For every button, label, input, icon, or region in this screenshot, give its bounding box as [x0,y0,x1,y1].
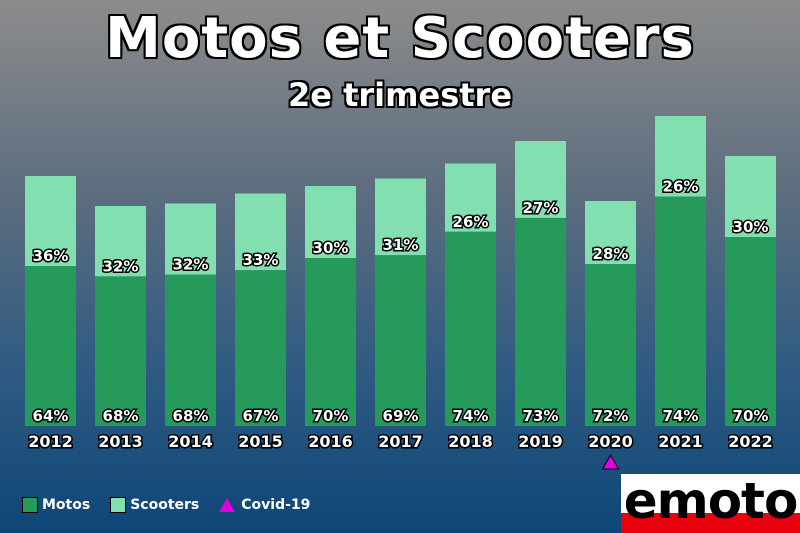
x-tick-label-2014: 2014 [168,432,213,451]
logo-red-band [621,513,800,533]
bar-motos-2022 [725,237,776,426]
data-label-scooters-2013: 32% [103,257,139,275]
data-label-motos-2013: 68% [103,407,139,425]
x-tick-label-2018: 2018 [448,432,493,451]
data-label-motos-2014: 68% [173,407,209,425]
bar-scooters-2015 [235,193,286,271]
bar-scooters-2018 [445,163,496,232]
legend-label-motos: Motos [42,497,91,513]
data-label-scooters-2014: 32% [173,256,209,274]
data-label-scooters-2017: 31% [383,236,419,254]
bar-scooters-2012 [25,176,76,266]
bar-motos-2015 [235,270,286,426]
bar-motos-2013 [95,276,146,426]
legend-label-covid: Covid-19 [241,497,311,513]
bar-motos-2016 [305,258,356,426]
bar-scooters-2021 [655,116,706,197]
data-label-scooters-2021: 26% [663,178,699,196]
x-tick-label-2015: 2015 [238,432,283,451]
bar-scooters-2017 [375,178,426,256]
data-label-motos-2019: 73% [523,407,559,425]
data-label-scooters-2015: 33% [243,251,279,269]
legend-triangle-icon [219,498,236,512]
x-tick-label-2022: 2022 [728,432,773,451]
data-label-motos-2018: 74% [453,407,489,425]
data-label-motos-2015: 67% [243,407,279,425]
bar-motos-2014 [165,274,216,426]
legend-item-motos: Motos [22,497,90,513]
data-label-motos-2017: 69% [383,407,419,425]
data-label-scooters-2018: 26% [453,213,489,231]
legend-swatch-scooters [110,497,127,513]
chart-subtitle: 2e trimestre [287,76,513,114]
x-tick-label-2019: 2019 [518,432,563,451]
x-tick-label-2020: 2020 [588,432,633,451]
legend-item-covid: Covid-19 [219,497,310,513]
bar-scooters-2013 [95,206,146,277]
chart-title: Motos et Scooters [105,6,695,71]
bar-motos-2019 [515,217,566,426]
bar-motos-2021 [655,196,706,426]
x-tick-label-2016: 2016 [308,432,353,451]
legend-label-scooters: Scooters [130,497,200,513]
bar-scooters-2020 [585,201,636,264]
data-label-motos-2022: 70% [733,407,769,425]
x-tick-label-2017: 2017 [378,432,423,451]
x-tick-label-2021: 2021 [658,432,703,451]
data-label-scooters-2016: 30% [313,239,349,257]
x-tick-label-2012: 2012 [28,432,73,451]
bar-motos-2012 [25,266,76,426]
emoto-logo: emoto [621,474,800,533]
covid-marker-icon [601,453,620,470]
x-tick-label-2013: 2013 [98,432,143,451]
data-label-motos-2021: 74% [663,407,699,425]
data-label-motos-2020: 72% [593,407,629,425]
data-label-scooters-2022: 30% [733,218,769,236]
bar-motos-2018 [445,231,496,426]
data-label-scooters-2020: 28% [593,245,629,263]
bar-motos-2020 [585,264,636,426]
bar-scooters-2016 [305,186,356,258]
data-label-scooters-2012: 36% [33,247,69,265]
legend-item-scooters: Scooters [110,497,199,513]
data-label-scooters-2019: 27% [523,199,559,217]
bar-scooters-2019 [515,141,566,218]
logo-text: emoto [623,474,799,530]
data-label-motos-2016: 70% [313,407,349,425]
data-label-motos-2012: 64% [33,407,69,425]
legend-swatch-motos [22,497,38,513]
bar-motos-2017 [375,255,426,426]
bar-scooters-2014 [165,203,216,275]
legend: Motos Scooters Covid-19 [22,497,330,513]
bar-scooters-2022 [725,156,776,237]
